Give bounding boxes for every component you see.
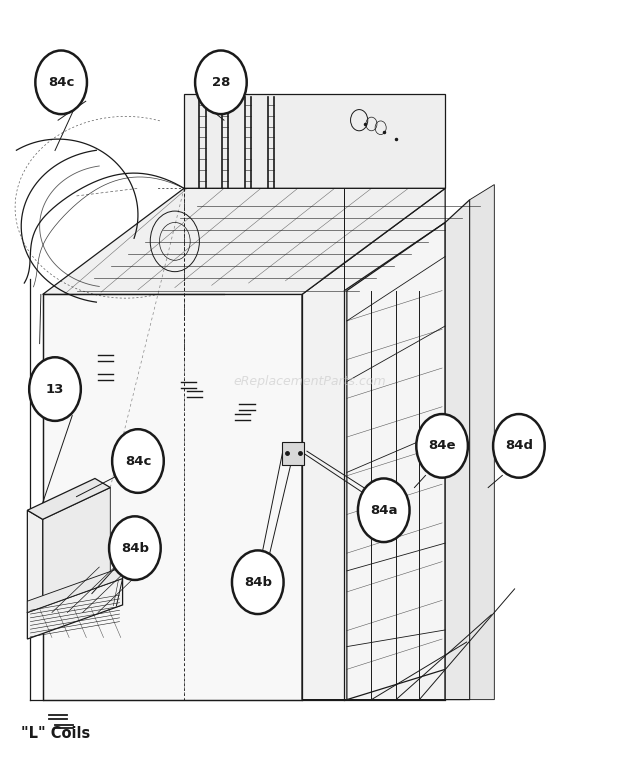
Text: "L" Coils: "L" Coils (21, 726, 91, 742)
Circle shape (29, 357, 81, 421)
Text: 84c: 84c (125, 455, 151, 468)
Polygon shape (27, 578, 123, 639)
Text: 84b: 84b (121, 542, 149, 555)
Polygon shape (184, 94, 445, 188)
Polygon shape (43, 188, 445, 295)
Circle shape (112, 430, 164, 493)
Circle shape (232, 550, 283, 614)
Circle shape (493, 414, 545, 478)
Text: 84e: 84e (428, 439, 456, 452)
Polygon shape (27, 567, 123, 613)
Polygon shape (282, 442, 304, 465)
Polygon shape (43, 488, 110, 623)
Polygon shape (347, 223, 445, 700)
Polygon shape (470, 185, 494, 700)
Circle shape (35, 50, 87, 114)
Text: 84c: 84c (48, 76, 74, 89)
Text: 28: 28 (211, 76, 230, 89)
Text: 13: 13 (46, 382, 64, 395)
Circle shape (195, 50, 247, 114)
Circle shape (109, 517, 161, 580)
Circle shape (416, 414, 468, 478)
Text: 84a: 84a (370, 504, 397, 517)
Polygon shape (445, 200, 470, 700)
Polygon shape (302, 188, 445, 700)
Polygon shape (43, 295, 302, 700)
Text: 84d: 84d (505, 439, 533, 452)
Polygon shape (27, 478, 110, 520)
Text: 84b: 84b (244, 576, 272, 589)
Text: eReplacementParts.com: eReplacementParts.com (234, 375, 386, 388)
Polygon shape (27, 510, 43, 623)
Circle shape (358, 478, 410, 542)
